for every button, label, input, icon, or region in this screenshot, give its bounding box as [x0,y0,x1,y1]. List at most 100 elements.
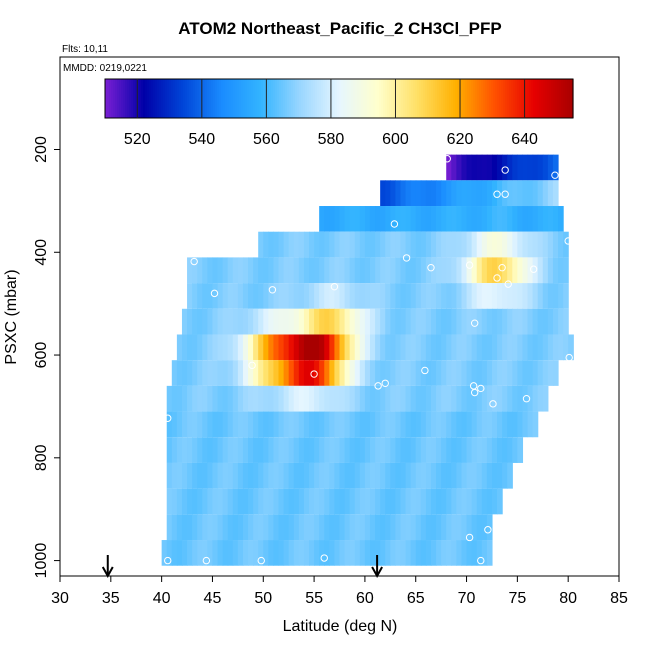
heatmap-cell [248,257,254,284]
y-tick-label: 600 [33,342,50,369]
heatmap-cell [446,514,452,541]
heatmap-cell [369,334,376,361]
heatmap-cell [369,360,376,386]
heatmap-cell [430,334,437,361]
colorbar-swatch [309,79,312,118]
heatmap-cell [293,437,300,463]
heatmap-cell [319,231,325,258]
heatmap-cell [491,180,498,207]
sample-marker [522,395,531,403]
heatmap-cell [537,154,544,181]
heatmap-cell [461,462,468,489]
heatmap-cell [563,308,569,335]
heatmap-cell [278,231,285,258]
colorbar-swatch [371,79,374,118]
heatmap-cell [293,385,300,412]
heatmap-cell [502,154,508,181]
heatmap-cell [436,257,442,284]
heatmap-cell [385,308,391,335]
heatmap-cell [476,437,483,463]
heatmap-cell [324,411,330,438]
colorbar-swatch [391,79,394,118]
heatmap-cell [375,334,381,361]
heatmap-cell [558,283,564,309]
heatmap-cell [171,411,178,438]
heatmap-cell [380,540,386,566]
x-tick-label: 80 [559,590,577,607]
heatmap-cell [324,231,330,258]
heatmap-cell [425,462,432,489]
heatmap-cell [329,488,336,515]
colorbar-swatch [137,79,140,118]
heatmap-cell [507,411,513,438]
heatmap-cell [181,462,188,489]
heatmap-cell [207,437,214,463]
x-tick-label: 85 [610,590,628,607]
heatmap-cell [207,334,214,361]
colorbar-tick-label: 520 [124,131,151,148]
heatmap-cell [192,462,198,489]
colorbar-swatch [329,79,332,118]
heatmap-cell [324,257,330,284]
heatmap-cell [364,334,371,361]
heatmap-cell [273,360,280,386]
heatmap-cell [436,514,442,541]
heatmap-cell [502,283,508,309]
heatmap-cell [390,231,396,258]
sample-marker [498,263,506,272]
heatmap-cell [273,334,280,361]
y-tick-label: 800 [33,444,50,471]
heatmap-cell [547,231,554,258]
heatmap-cell [187,411,193,438]
colorbar-swatch [341,79,344,118]
heatmap-cell [395,334,402,361]
heatmap-cell [369,206,376,232]
heatmap-cell [283,308,290,335]
heatmap-cell [237,257,244,284]
heatmap-cell [202,514,208,541]
heatmap-cell [451,308,457,335]
colorbar-swatch [299,79,302,118]
colorbar-swatch [275,79,278,118]
heatmap-cell [354,514,361,541]
heatmap-cell [405,283,412,309]
heatmap-cell [532,385,539,412]
heatmap-cell [298,540,305,566]
heatmap-cell [344,308,351,335]
colorbar-swatch [365,79,368,118]
heatmap-cell [181,411,188,438]
heatmap-cell [334,540,341,566]
heatmap-cell [476,180,483,207]
heatmap-cell [446,283,452,309]
heatmap-cell [227,540,234,566]
heatmap-cell [542,206,549,232]
heatmap-cell [527,206,534,232]
colorbar-swatch [245,79,248,118]
heatmap-cell [253,514,259,541]
heatmap-cell [359,231,366,258]
heatmap-cell [207,514,214,541]
heatmap-cell [364,283,371,309]
heatmap-cell [334,514,341,541]
colorbar-swatch [383,79,386,118]
heatmap-cell [253,283,259,309]
heatmap-cell [344,257,351,284]
y-tick-label: 200 [33,136,50,163]
heatmap-cell [410,308,417,335]
sample-markers [164,155,573,565]
heatmap-cell [395,257,402,284]
heatmap-cell [176,385,183,412]
heatmap-cell [395,283,402,309]
colorbar-swatch [289,79,292,118]
heatmap-cell [451,360,457,386]
colorbar-swatch [403,79,406,118]
heatmap-cell [497,231,503,258]
colorbar-swatch [125,79,128,118]
heatmap-cell [293,308,300,335]
heatmap-cell [522,154,529,181]
colorbar-swatch [143,79,146,118]
x-tick-label: 45 [204,590,222,607]
arrow-head [371,566,383,579]
colorbar-swatch [141,79,144,118]
heatmap-cell [517,180,524,207]
